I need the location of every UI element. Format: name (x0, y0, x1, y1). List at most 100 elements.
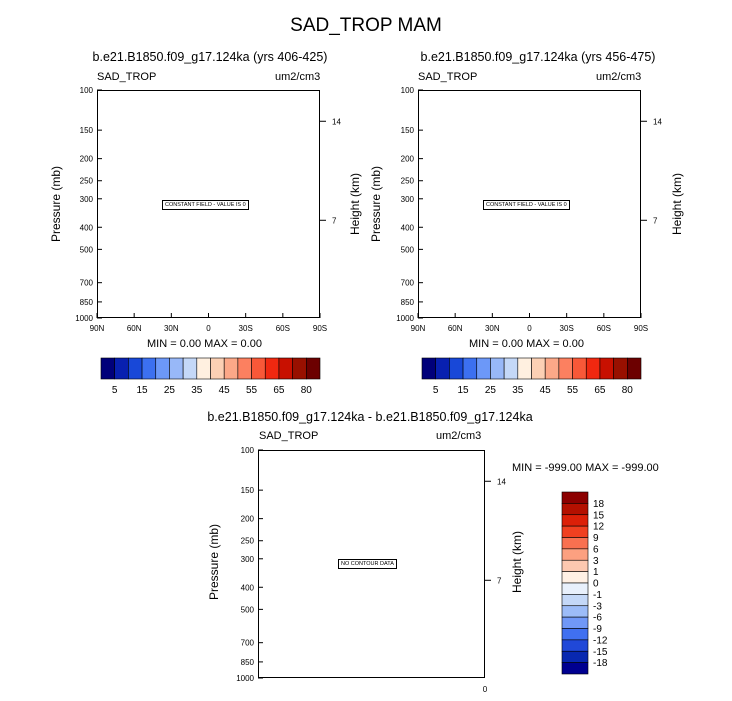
panel2-pressure-tick-label: 150 (401, 126, 415, 135)
panel3-pressure-tick-label: 400 (241, 583, 255, 592)
panel3-colorbar-box (561, 571, 589, 584)
panel1-colorbar-label: 55 (246, 385, 258, 396)
panel3-height-tick-label: 14 (497, 477, 506, 486)
panel3-colorbar-box (561, 616, 589, 629)
panel3-colorbar-label: 0 (593, 579, 599, 590)
panel2-title: b.e21.B1850.f09_g17.124ka (yrs 456-475) (420, 50, 656, 64)
panel2-colorbar-box (599, 357, 614, 380)
panel2-pressure-tick-label: 850 (401, 298, 415, 307)
panel2-colorbar-label: 5 (433, 385, 439, 396)
panel1-colorbar-box (182, 357, 198, 380)
panel3-colorbar-label: 9 (593, 533, 599, 544)
panel2-pressure-tick-label: 700 (401, 279, 415, 288)
panel3-colorbar-box (561, 582, 589, 595)
panel2-pressure-tick-label: 1000 (396, 314, 414, 323)
panel3-colorbar-label: 15 (593, 510, 605, 521)
panel1-lat-tick-label: 60N (127, 324, 142, 333)
panel2-colorbar-box (558, 357, 573, 380)
panel2-height-tick-label: 14 (653, 117, 662, 126)
panel2-colorbar-box (435, 357, 450, 380)
panel2-colorbar-box (544, 357, 560, 380)
panel2-colorbar-box (613, 357, 628, 380)
panel2-colorbar-label: 45 (540, 385, 552, 396)
panel2-lat-tick-label: 60S (597, 324, 611, 333)
panel3-colorbar-box (561, 594, 589, 607)
panel1-pressure-tick-label: 250 (80, 177, 94, 186)
panel1-colorbar-box (237, 357, 252, 380)
panel2-right-label: um2/cm3 (596, 71, 642, 83)
panel1-lat-tick-label: 90S (313, 324, 327, 333)
panel2-pressure-tick-label: 100 (401, 86, 415, 95)
panel3-pressure-tick-label: 250 (241, 537, 255, 546)
panel3-colorbar-label: 12 (593, 522, 605, 533)
panel1-colorbar-box (306, 357, 321, 380)
panel3-x-tick-label: 0 (483, 685, 488, 694)
panel2-constant-field-note: CONSTANT FIELD - VALUE IS 0 (483, 200, 570, 210)
panel3-colorbar-box (561, 514, 589, 527)
panel3-colorbar-box (561, 525, 589, 538)
panel2-colorbar-box (572, 357, 587, 380)
panel1-colorbar-label: 35 (191, 385, 203, 396)
panel3-colorbar-box (561, 548, 589, 561)
panel2-lat-tick-label: 90N (411, 324, 426, 333)
panel1-lat-tick-label: 0 (206, 324, 211, 333)
panel3-colorbar-box (561, 605, 589, 618)
panel3-colorbar-label: -18 (593, 658, 608, 669)
panel1-pressure-tick-label: 300 (80, 195, 94, 204)
panel1-colorbar-label: 45 (219, 385, 231, 396)
panel3-colorbar-label: -12 (593, 635, 608, 646)
panel1-colorbar-box (196, 357, 211, 380)
panel1-pressure-tick-label: 1000 (75, 314, 93, 323)
panel1-pressure-tick-label: 850 (80, 298, 94, 307)
panel3-pressure-tick-label: 500 (241, 605, 255, 614)
panel1-colorbar-box (264, 357, 280, 380)
panel1-colorbar-label: 5 (112, 385, 118, 396)
panel1-pressure-tick-label: 200 (80, 155, 94, 164)
panel1-pressure-tick-label: 400 (80, 223, 94, 232)
panel3-height-tick-label: 7 (497, 576, 502, 585)
panel3-stats: MIN = -999.00 MAX = -999.00 (512, 462, 659, 474)
panel2-colorbar-box (476, 357, 491, 380)
panel1-colorbar-label: 80 (301, 385, 313, 396)
panel2-lat-tick-label: 30S (560, 324, 574, 333)
panel3-pressure-tick-label: 1000 (236, 674, 254, 683)
panel3-right-label: um2/cm3 (436, 430, 482, 442)
panel2-colorbar-box (585, 357, 601, 380)
panel2-colorbar-box (531, 357, 546, 380)
panel2-colorbar-box (517, 357, 532, 380)
panel1-colorbar-box (128, 357, 143, 380)
panel2-pressure-tick-label: 300 (401, 195, 415, 204)
panel1-title: b.e21.B1850.f09_g17.124ka (yrs 406-425) (92, 50, 328, 64)
panel3-colorbar-label: -1 (593, 590, 602, 601)
panel1-lat-tick-label: 30N (164, 324, 179, 333)
panel3-colorbar-label: 3 (593, 556, 599, 567)
panel3-pressure-tick-label: 700 (241, 639, 255, 648)
panel1-colorbar-box (251, 357, 266, 380)
panel2-left-label: SAD_TROP (418, 71, 478, 83)
panel1-height-tick-label: 7 (332, 216, 337, 225)
panel1-stats: MIN = 0.00 MAX = 0.00 (147, 338, 262, 350)
panel3-pressure-tick-label: 150 (241, 486, 255, 495)
panel3-colorbar-label: -6 (593, 613, 602, 624)
panel1-left-label: SAD_TROP (97, 71, 157, 83)
panel2-colorbar-label: 65 (594, 385, 606, 396)
panel3-colorbar-label: -3 (593, 601, 602, 612)
panel2-colorbar-box (462, 357, 478, 380)
panel3-colorbar-box (561, 491, 589, 504)
panel2-colorbar-box (449, 357, 464, 380)
panel2-lat-tick-label: 60N (448, 324, 463, 333)
panel1-colorbar-box (278, 357, 293, 380)
panel2-pressure-tick-label: 250 (401, 177, 415, 186)
panel3-colorbar-box (561, 537, 589, 550)
panel1-constant-field-note: CONSTANT FIELD - VALUE IS 0 (162, 200, 249, 210)
panel3-colorbar-box (561, 628, 589, 641)
panel3-colorbar-box (561, 650, 589, 663)
panel3-pressure-tick-label: 850 (241, 658, 255, 667)
panel1-colorbar-label: 65 (273, 385, 285, 396)
panel2-colorbar-box (627, 357, 642, 380)
panel1-colorbar-box (100, 357, 115, 380)
panel3-title: b.e21.B1850.f09_g17.124ka - b.e21.B1850.… (207, 410, 533, 424)
panel2-colorbar-box (490, 357, 505, 380)
panel3-plot-area (258, 450, 485, 678)
panel1-lat-tick-label: 60S (276, 324, 290, 333)
